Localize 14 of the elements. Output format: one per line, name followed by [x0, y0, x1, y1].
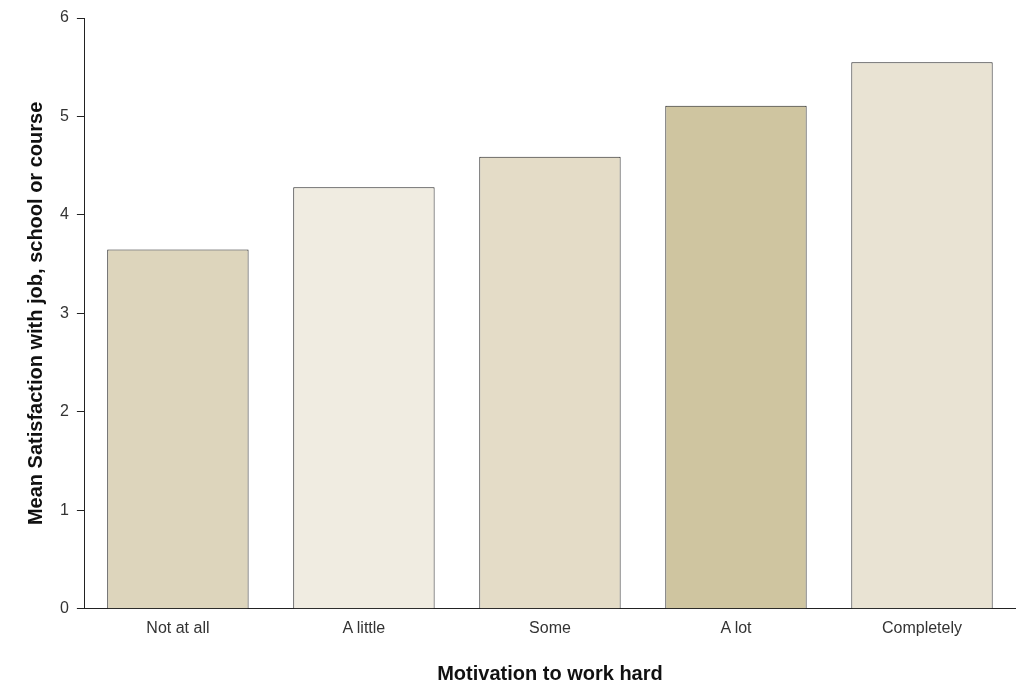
x-axis-title: Motivation to work hard	[437, 661, 663, 684]
x-tick-label: Completely	[881, 618, 963, 636]
x-tick-label: Not at all	[146, 618, 210, 636]
x-tick-label: A lot	[720, 618, 753, 636]
y-tick-label: 6	[59, 8, 69, 26]
y-tick-label: 1	[59, 500, 69, 518]
y-tick-label: 4	[59, 205, 69, 223]
y-axis-title: Mean Satisfaction with job, school or course	[23, 101, 46, 526]
y-tick-label: 2	[59, 402, 69, 420]
y-tick-label: 3	[59, 303, 69, 321]
x-tick-label: Some	[529, 618, 571, 636]
y-tick-label: 5	[59, 106, 69, 124]
y-tick-label: 0	[59, 599, 69, 617]
x-tick-label: A little	[342, 618, 386, 636]
